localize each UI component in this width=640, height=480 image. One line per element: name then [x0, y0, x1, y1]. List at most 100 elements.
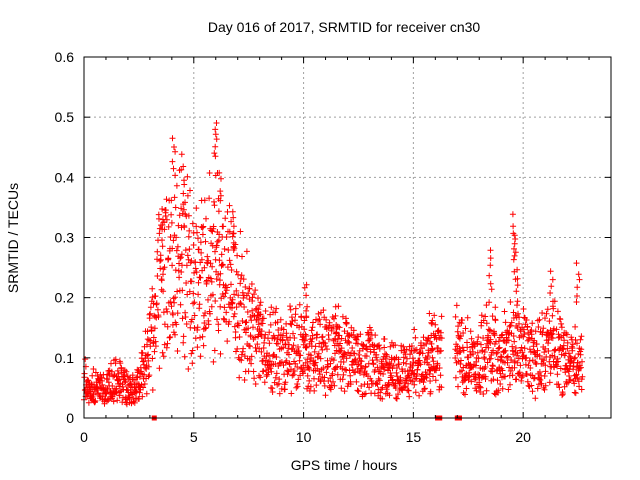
data-point — [150, 334, 157, 341]
data-point — [339, 365, 346, 372]
data-point — [405, 380, 412, 387]
data-point — [499, 367, 506, 374]
data-point — [438, 335, 445, 342]
data-point — [115, 370, 122, 377]
data-point — [489, 362, 496, 369]
data-point — [181, 181, 188, 188]
chart-title: Day 016 of 2017, SRMTID for receiver cn3… — [208, 19, 481, 35]
data-point — [245, 290, 252, 297]
data-point — [170, 311, 176, 318]
data-point — [164, 323, 171, 330]
data-point — [217, 197, 224, 204]
data-point — [435, 345, 442, 352]
data-point — [474, 340, 481, 347]
data-point — [178, 166, 185, 173]
data-point — [380, 371, 387, 377]
data-point — [261, 339, 268, 346]
data-point — [458, 367, 465, 374]
data-point — [230, 230, 237, 237]
data-point — [160, 271, 166, 278]
data-point — [252, 334, 258, 341]
data-point — [332, 330, 339, 337]
data-point — [157, 258, 163, 264]
data-point — [269, 389, 276, 395]
data-point — [460, 347, 467, 354]
y-tick-label: 0.2 — [55, 290, 75, 306]
data-point — [349, 345, 356, 351]
data-point — [521, 326, 527, 333]
data-point — [514, 282, 521, 289]
data-point — [542, 368, 549, 375]
x-axis-label: GPS time / hours — [291, 457, 398, 473]
data-point — [184, 173, 191, 180]
data-point — [412, 334, 419, 341]
data-point — [428, 364, 435, 371]
data-point — [122, 378, 129, 384]
data-point — [82, 356, 89, 363]
data-point — [249, 294, 256, 301]
data-point — [184, 252, 191, 259]
data-point — [237, 300, 244, 307]
data-point — [549, 330, 556, 337]
data-point — [416, 357, 423, 364]
data-point — [420, 334, 427, 341]
data-point — [345, 338, 352, 345]
data-point — [287, 306, 294, 313]
data-point — [158, 277, 165, 284]
data-point — [179, 210, 186, 217]
data-point — [321, 382, 328, 389]
data-point — [230, 247, 237, 253]
data-point — [288, 390, 295, 397]
data-point — [497, 381, 504, 387]
data-point — [488, 286, 495, 293]
data-point — [301, 367, 308, 373]
data-point — [162, 207, 169, 214]
data-point — [159, 206, 166, 212]
data-point — [180, 190, 187, 197]
data-point — [94, 383, 101, 390]
data-point — [301, 326, 308, 333]
data-point — [193, 223, 200, 230]
data-point — [505, 331, 512, 338]
data-point — [199, 231, 206, 238]
data-point — [296, 324, 303, 331]
data-point — [212, 153, 219, 160]
data-point — [576, 276, 583, 283]
data-point — [333, 322, 340, 328]
data-point — [223, 309, 230, 316]
data-point — [161, 341, 168, 348]
data-point — [557, 365, 564, 372]
data-point — [188, 257, 195, 264]
data-point — [323, 369, 330, 376]
data-point — [232, 329, 239, 335]
data-point — [226, 257, 233, 264]
data-point — [240, 276, 247, 283]
data-point — [199, 333, 206, 340]
data-point — [262, 308, 269, 314]
data-point — [353, 378, 360, 385]
data-point — [222, 215, 229, 222]
data-point — [495, 387, 502, 394]
data-point — [210, 358, 217, 365]
data-point — [185, 212, 192, 219]
data-point — [241, 377, 248, 383]
data-point — [400, 343, 407, 350]
data-point — [297, 352, 304, 359]
data-point — [423, 371, 430, 378]
data-point — [186, 288, 193, 295]
data-point — [301, 284, 308, 291]
data-point — [437, 372, 444, 379]
data-point — [291, 335, 298, 341]
data-point — [257, 311, 264, 318]
data-point — [187, 187, 193, 194]
data-point — [549, 312, 556, 319]
data-point — [511, 338, 518, 345]
data-point — [224, 338, 231, 345]
data-point — [519, 372, 526, 379]
data-point — [504, 359, 511, 366]
data-point — [89, 372, 96, 379]
data-point — [109, 383, 116, 389]
data-point — [520, 306, 527, 312]
data-point — [255, 316, 262, 323]
data-point — [320, 307, 327, 314]
